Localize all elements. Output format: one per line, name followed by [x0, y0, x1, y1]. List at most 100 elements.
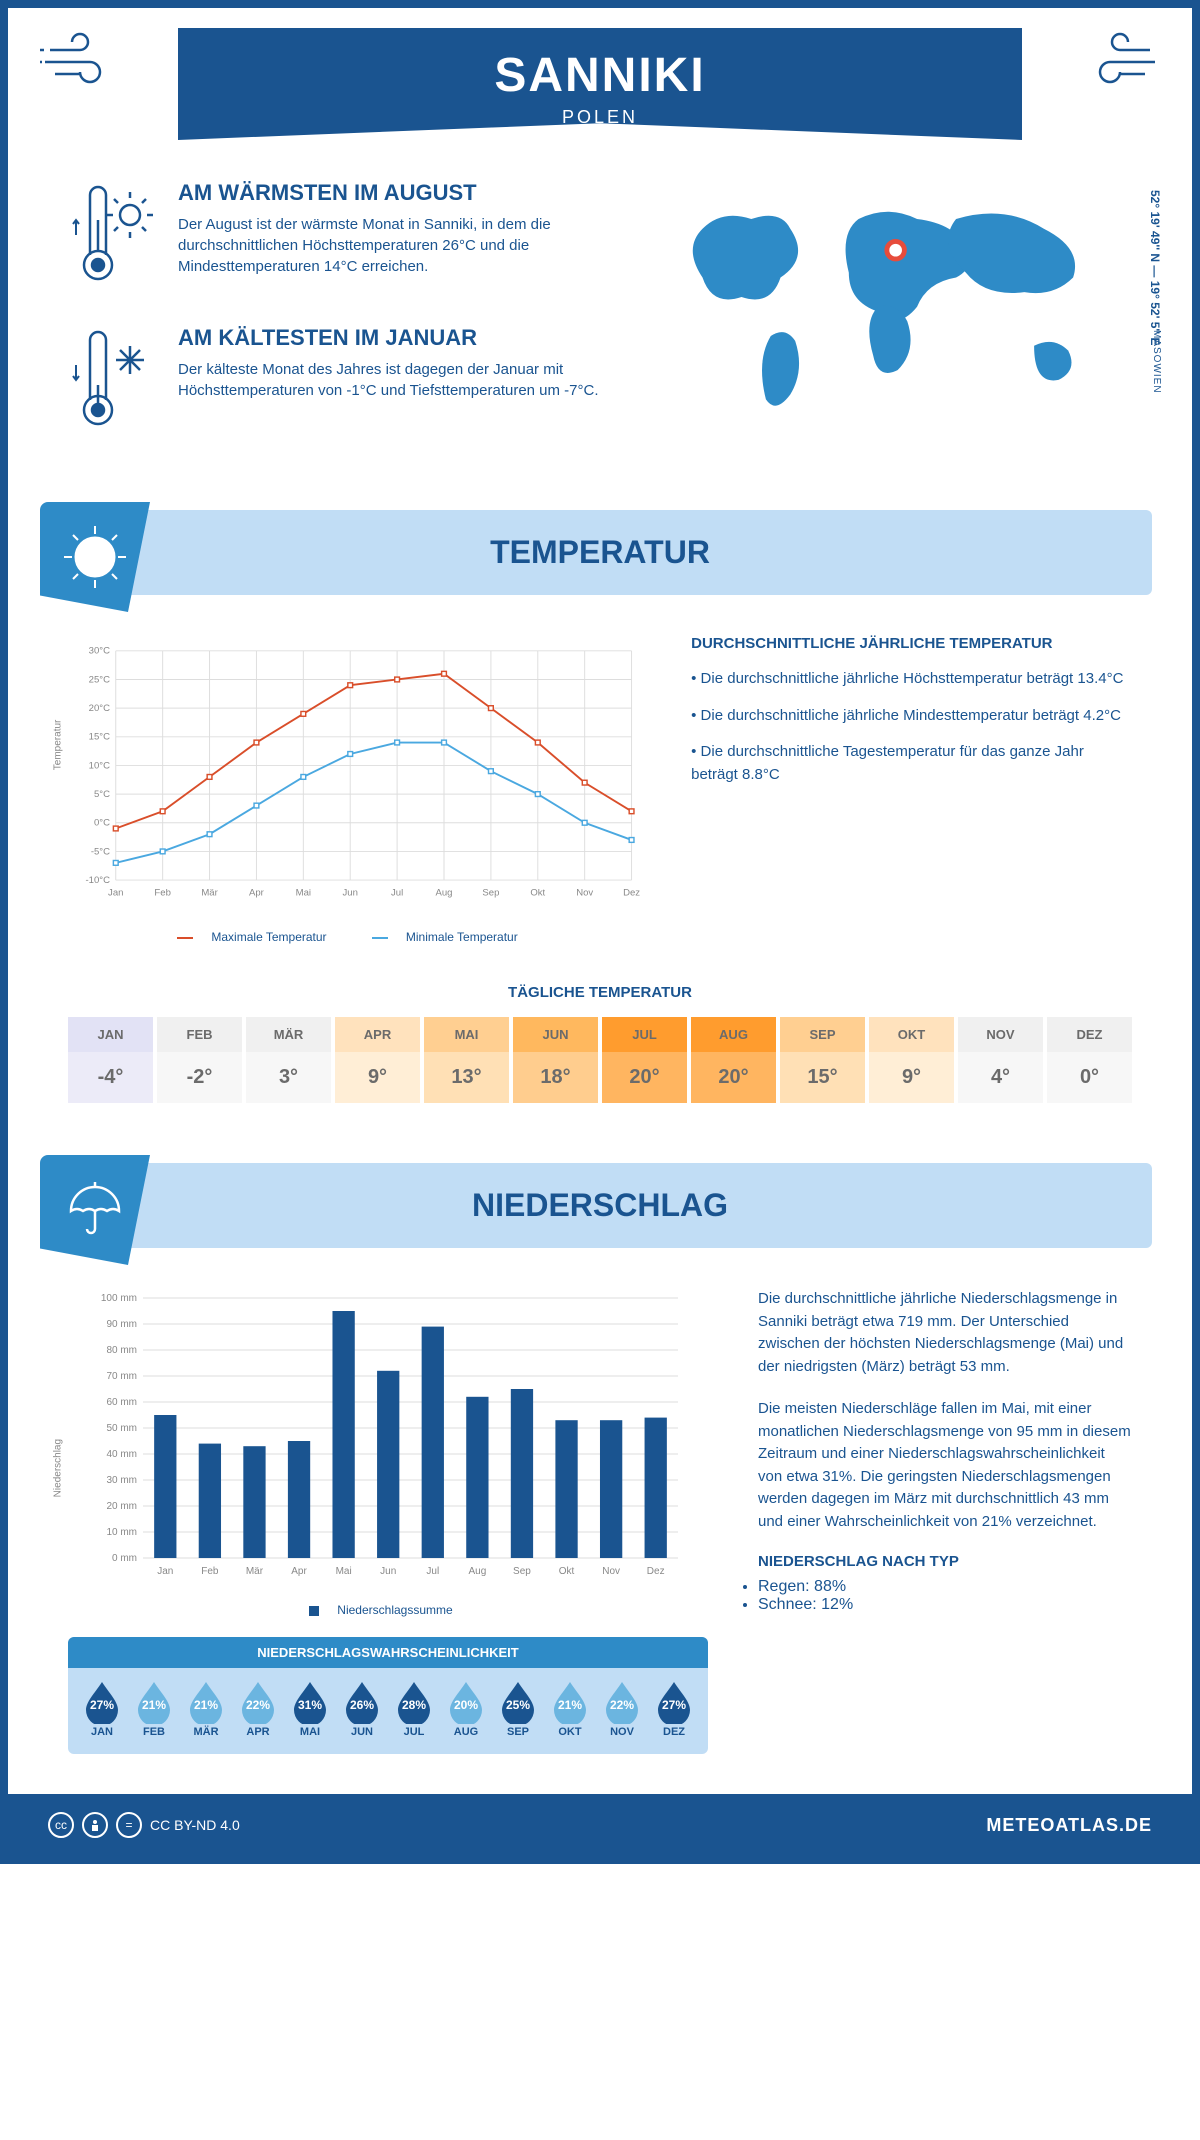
- intro-right: 52° 19' 49'' N — 19° 52' 5'' E MASOWIEN: [644, 180, 1132, 470]
- precip-type1: Regen: 88%: [758, 1578, 1132, 1596]
- svg-text:70 mm: 70 mm: [106, 1371, 137, 1382]
- intro-row: AM WÄRMSTEN IM AUGUST Der August ist der…: [8, 180, 1192, 510]
- precip-text-col: Die durchschnittliche jährliche Niedersc…: [758, 1288, 1132, 1754]
- svg-text:15°C: 15°C: [89, 732, 110, 743]
- thermometer-hot-icon: [68, 180, 158, 295]
- temp-cell: JAN-4°: [68, 1017, 153, 1103]
- temp-text-p1: Die durchschnittliche jährliche Höchstte…: [691, 668, 1132, 691]
- svg-text:30°C: 30°C: [89, 646, 110, 657]
- precip-type-title: NIEDERSCHLAG NACH TYP: [758, 1553, 1132, 1570]
- intro-left: AM WÄRMSTEN IM AUGUST Der August ist der…: [68, 180, 604, 470]
- sun-icon: [40, 502, 150, 612]
- temp-cell: MAI13°: [424, 1017, 509, 1103]
- svg-text:90 mm: 90 mm: [106, 1319, 137, 1330]
- svg-text:20°C: 20°C: [89, 703, 110, 714]
- coldest-text: Der kälteste Monat des Jahres ist dagege…: [178, 359, 604, 401]
- temp-cell: NOV4°: [958, 1017, 1043, 1103]
- svg-text:-5°C: -5°C: [91, 846, 110, 857]
- drop-item: 22% APR: [232, 1680, 284, 1738]
- temp-cell: APR9°: [335, 1017, 420, 1103]
- precip-text-p1: Die durchschnittliche jährliche Niedersc…: [758, 1288, 1132, 1378]
- svg-text:Aug: Aug: [436, 887, 453, 898]
- license-block: cc = CC BY-ND 4.0: [48, 1812, 240, 1838]
- umbrella-icon: [40, 1155, 150, 1265]
- svg-text:Mär: Mär: [201, 887, 218, 898]
- region-label: MASOWIEN: [1151, 330, 1162, 394]
- license-text: CC BY-ND 4.0: [150, 1817, 240, 1833]
- temp-cell: FEB-2°: [157, 1017, 242, 1103]
- svg-text:Mai: Mai: [336, 1566, 352, 1577]
- temp-ylabel: Temperatur: [53, 719, 64, 770]
- wind-icon-right: [1070, 30, 1160, 95]
- legend-precip: Niederschlagssumme: [337, 1603, 452, 1617]
- drop-item: 27% JAN: [76, 1680, 128, 1738]
- drop-item: 22% NOV: [596, 1680, 648, 1738]
- svg-text:Sep: Sep: [513, 1566, 531, 1577]
- legend-max: Maximale Temperatur: [211, 930, 326, 944]
- temp-text-p2: Die durchschnittliche jährliche Mindestt…: [691, 705, 1132, 728]
- svg-text:30 mm: 30 mm: [106, 1475, 137, 1486]
- svg-text:Mai: Mai: [296, 887, 311, 898]
- world-map: [644, 180, 1132, 434]
- drop-item: 20% AUG: [440, 1680, 492, 1738]
- precip-text-p2: Die meisten Niederschläge fallen im Mai,…: [758, 1398, 1132, 1533]
- svg-text:Dez: Dez: [623, 887, 640, 898]
- coordinates-label: 52° 19' 49'' N — 19° 52' 5'' E: [1148, 190, 1162, 345]
- precip-legend: Niederschlagssumme: [68, 1603, 708, 1617]
- svg-text:Okt: Okt: [559, 1566, 575, 1577]
- svg-text:Jan: Jan: [157, 1566, 173, 1577]
- temp-legend: Maximale Temperatur Minimale Temperatur: [68, 930, 641, 944]
- precip-chart: Niederschlag 0 mm10 mm20 mm30 mm40 mm50 …: [68, 1288, 708, 1754]
- drop-item: 21% FEB: [128, 1680, 180, 1738]
- svg-text:Apr: Apr: [249, 887, 265, 898]
- drop-item: 21% OKT: [544, 1680, 596, 1738]
- by-icon: [82, 1812, 108, 1838]
- temp-title: TEMPERATUR: [490, 534, 710, 570]
- drop-item: 31% MAI: [284, 1680, 336, 1738]
- temp-cell: AUG20°: [691, 1017, 776, 1103]
- coldest-block: AM KÄLTESTEN IM JANUAR Der kälteste Mona…: [68, 325, 604, 440]
- svg-text:Jan: Jan: [108, 887, 123, 898]
- svg-text:0 mm: 0 mm: [112, 1553, 137, 1564]
- svg-text:Apr: Apr: [291, 1566, 307, 1577]
- svg-text:Dez: Dez: [647, 1566, 665, 1577]
- wind-icon-left: [40, 30, 130, 95]
- svg-text:10°C: 10°C: [89, 760, 110, 771]
- svg-text:Sep: Sep: [482, 887, 499, 898]
- daily-temp-table: JAN-4°FEB-2°MÄR3°APR9°MAI13°JUN18°JUL20°…: [68, 1017, 1132, 1103]
- svg-text:20 mm: 20 mm: [106, 1501, 137, 1512]
- svg-text:25°C: 25°C: [89, 674, 110, 685]
- svg-text:Mär: Mär: [246, 1566, 264, 1577]
- drop-item: 28% JUL: [388, 1680, 440, 1738]
- temp-chart-row: Temperatur -10°C-5°C0°C5°C10°C15°C20°C25…: [8, 635, 1192, 984]
- precip-title: NIEDERSCHLAG: [472, 1187, 728, 1223]
- temp-text-col: DURCHSCHNITTLICHE JÄHRLICHE TEMPERATUR D…: [691, 635, 1132, 944]
- svg-text:Jul: Jul: [426, 1566, 439, 1577]
- cc-icon: cc: [48, 1812, 74, 1838]
- country-subtitle: POLEN: [178, 107, 1022, 128]
- precip-prob-title: NIEDERSCHLAGSWAHRSCHEINLICHKEIT: [68, 1637, 708, 1668]
- temp-cell: JUL20°: [602, 1017, 687, 1103]
- svg-text:0°C: 0°C: [94, 818, 110, 829]
- drops-row: 27% JAN 21% FEB 21% MÄR 22% APR 31% MAI …: [68, 1668, 708, 1742]
- temp-cell: SEP15°: [780, 1017, 865, 1103]
- temp-text-title: DURCHSCHNITTLICHE JÄHRLICHE TEMPERATUR: [691, 635, 1132, 652]
- drop-item: 21% MÄR: [180, 1680, 232, 1738]
- svg-text:40 mm: 40 mm: [106, 1449, 137, 1460]
- header-banner: SANNIKI POLEN: [178, 28, 1022, 140]
- svg-text:Feb: Feb: [201, 1566, 219, 1577]
- page-container: SANNIKI POLEN AM WÄRMSTEN IM AUGUST Der …: [0, 0, 1200, 1864]
- svg-text:Jul: Jul: [391, 887, 403, 898]
- drop-item: 26% JUN: [336, 1680, 388, 1738]
- temp-cell: DEZ0°: [1047, 1017, 1132, 1103]
- precip-chart-row: Niederschlag 0 mm10 mm20 mm30 mm40 mm50 …: [8, 1288, 1192, 1794]
- legend-min: Minimale Temperatur: [406, 930, 518, 944]
- precip-section-header: NIEDERSCHLAG: [48, 1163, 1152, 1248]
- nd-icon: =: [116, 1812, 142, 1838]
- svg-text:Nov: Nov: [602, 1566, 620, 1577]
- svg-text:10 mm: 10 mm: [106, 1527, 137, 1538]
- svg-text:Aug: Aug: [468, 1566, 486, 1577]
- drop-item: 25% SEP: [492, 1680, 544, 1738]
- svg-text:50 mm: 50 mm: [106, 1423, 137, 1434]
- svg-text:80 mm: 80 mm: [106, 1345, 137, 1356]
